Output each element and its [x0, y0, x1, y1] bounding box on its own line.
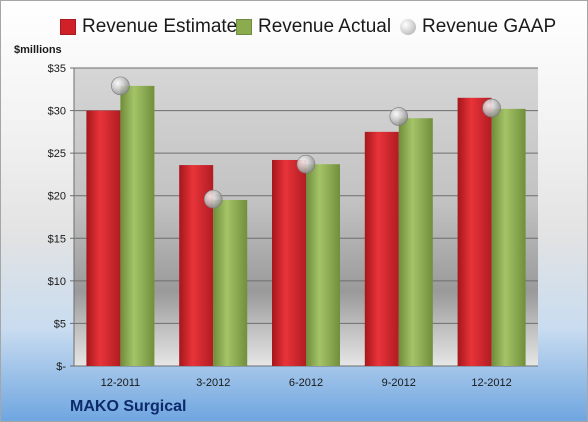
y-tick-label: $5 — [54, 318, 66, 330]
bar-revenue-actual — [213, 199, 248, 366]
legend-label-gaap: Revenue GAAP — [422, 16, 557, 37]
y-tick-label: $- — [56, 361, 66, 373]
company-name: MAKO Surgical — [70, 398, 187, 415]
bar-revenue-actual — [398, 118, 433, 366]
x-tick-label: 9-2012 — [382, 377, 416, 389]
legend-item-revenue-actual: Revenue Actual — [236, 16, 391, 38]
x-tick-label: 12-2011 — [101, 377, 141, 389]
bar-revenue-estimate — [272, 159, 306, 366]
marker-revenue-gaap — [482, 98, 501, 118]
legend-swatch-estimate — [60, 19, 76, 35]
x-tick-label: 12-2012 — [471, 377, 511, 389]
bar-revenue-estimate — [86, 110, 121, 366]
legend-swatch-gaap — [400, 19, 416, 35]
bar-revenue-estimate — [364, 131, 399, 366]
legend-label-estimate: Revenue Estimate — [82, 16, 238, 37]
y-axis-units-label: $millions — [14, 44, 62, 56]
legend-item-revenue-gaap: Revenue GAAP — [400, 16, 556, 38]
bar-revenue-estimate — [457, 97, 492, 367]
legend-label-actual: Revenue Actual — [258, 16, 392, 37]
y-tick-label: $10 — [48, 276, 66, 288]
y-tick-label: $20 — [48, 191, 66, 203]
x-tick-label: 3-2012 — [196, 377, 230, 389]
x-tick-label: 6-2012 — [289, 377, 323, 389]
legend-swatch-actual — [236, 19, 252, 35]
y-tick-label: $25 — [48, 148, 66, 160]
marker-revenue-gaap — [111, 76, 130, 96]
bar-revenue-actual — [306, 164, 340, 366]
legend-item-revenue-estimate: Revenue Estimate — [60, 16, 237, 38]
bar-revenue-actual — [491, 108, 526, 367]
bar-revenue-actual — [120, 85, 155, 366]
y-tick-label: $15 — [48, 233, 66, 245]
marker-revenue-gaap — [389, 107, 409, 126]
marker-revenue-gaap — [203, 189, 223, 209]
marker-revenue-gaap — [296, 154, 316, 174]
y-tick-label: $35 — [48, 63, 66, 75]
y-tick-label: $30 — [48, 106, 66, 118]
chart-legend: Revenue Estimate Revenue Actual Revenue … — [60, 16, 580, 40]
